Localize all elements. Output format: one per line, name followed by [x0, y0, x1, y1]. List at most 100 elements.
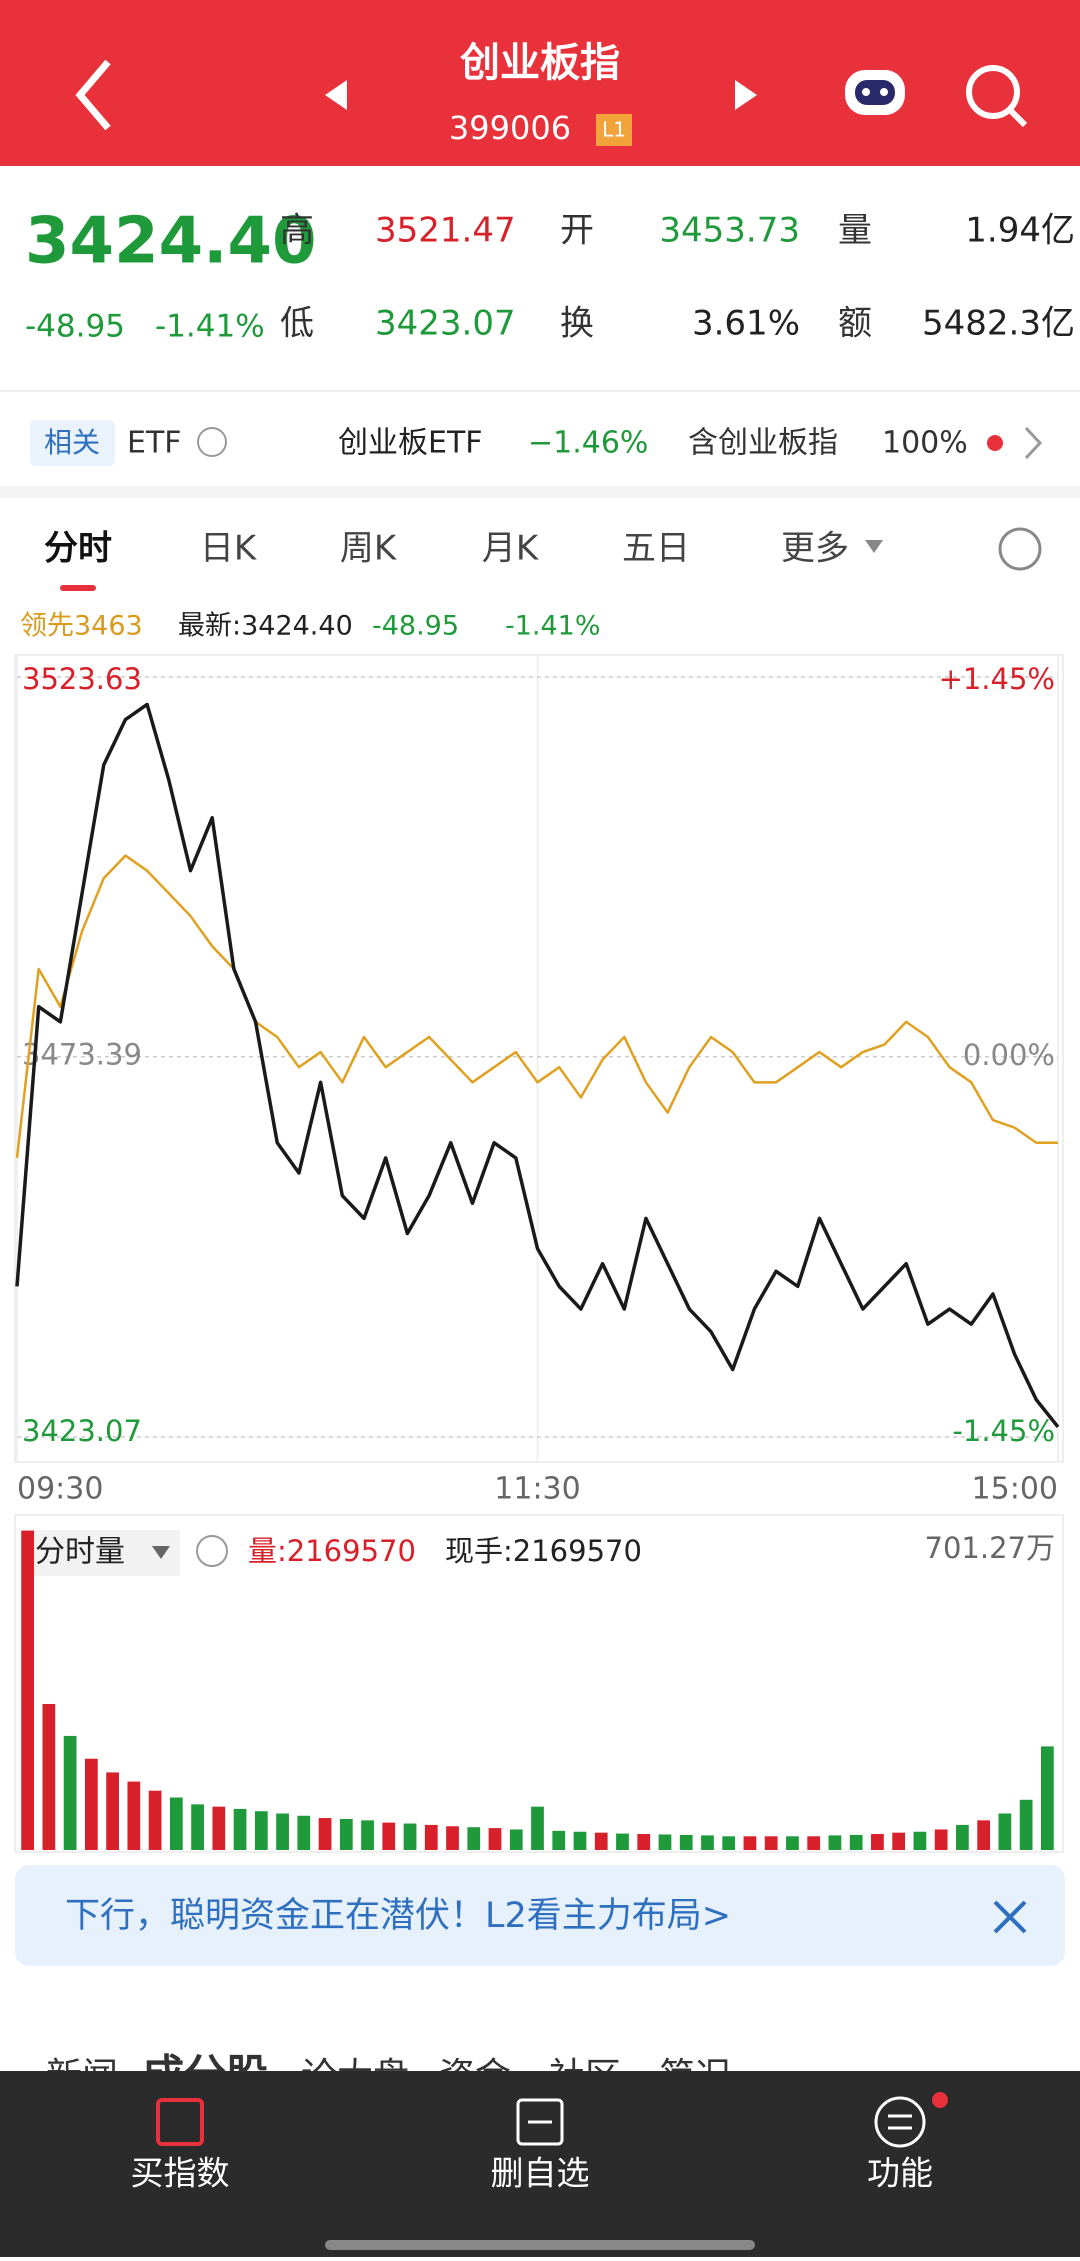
etf-tag: 相关 — [44, 426, 100, 459]
home-indicator — [325, 2240, 755, 2250]
info-latest: 最新:3424.40 — [178, 611, 353, 642]
etf-label: ETF — [127, 426, 182, 461]
volume-bar — [1019, 1799, 1033, 1850]
banner[interactable]: 下行，聪明资金正在潜伏！L2看主力布局> — [65, 1896, 731, 1936]
info-change: -48.95 — [372, 611, 459, 642]
tab[interactable]: 日K — [200, 529, 258, 569]
volume-bar — [828, 1835, 842, 1850]
volume-bar — [403, 1823, 417, 1850]
volume-bar — [212, 1806, 226, 1850]
title: 创业板指 — [460, 40, 620, 86]
volume-bar — [956, 1824, 969, 1850]
next-button[interactable] — [735, 80, 757, 110]
field-label: 开 — [560, 211, 594, 251]
prev-button[interactable] — [325, 80, 347, 110]
price-chart: 09:30 11:30 15:00 3523.63 3473.39 3423.07 +1.4… — [15, 655, 1060, 1507]
robot-icon[interactable] — [845, 70, 905, 115]
volume-bar — [764, 1836, 778, 1850]
price: 3424.40 — [25, 205, 317, 279]
volume-bar — [233, 1808, 247, 1850]
tab[interactable]: 更多 — [781, 529, 849, 569]
volume-stat: 量:2169570 — [248, 1534, 416, 1568]
etf-name: 创业板ETF — [338, 426, 483, 461]
volume-bar — [467, 1827, 481, 1850]
volume-bar — [169, 1797, 183, 1850]
field-value: 3.61% — [692, 304, 800, 344]
field-label: 换 — [560, 304, 594, 344]
nav-icon — [156, 2092, 948, 2148]
volume-bar — [509, 1829, 523, 1850]
code: 399006 — [449, 109, 571, 147]
y2-tick-label: -1.45% — [952, 1414, 1055, 1448]
volume-bar — [1041, 1746, 1054, 1850]
badge-bg — [596, 114, 632, 146]
volume-bar — [616, 1833, 629, 1850]
volume-bar — [318, 1818, 332, 1850]
volume-bar — [276, 1813, 289, 1850]
separator — [0, 390, 1080, 392]
volume-bar — [446, 1826, 459, 1850]
settings-icon[interactable] — [998, 527, 1042, 571]
volume-bar — [297, 1815, 311, 1850]
field-value: 1.94亿 — [965, 211, 1075, 251]
volume-bar — [913, 1831, 927, 1850]
badge: L1 — [602, 118, 626, 142]
nav-item[interactable]: 买指数 — [131, 2154, 230, 2193]
y-tick-label: 3473.39 — [22, 1038, 142, 1072]
volume-bar — [807, 1836, 821, 1850]
series-line — [15, 702, 1060, 1429]
field-value: 3521.47 — [375, 211, 516, 251]
volume-bar — [531, 1806, 544, 1850]
volume-bar — [934, 1829, 948, 1850]
volume-bar — [892, 1832, 906, 1850]
tab[interactable]: 五日 — [622, 529, 690, 569]
banner-bg[interactable] — [15, 1865, 1065, 1966]
tabs: 分时 日K 周K 月K 五日 更多 — [44, 529, 849, 569]
tag-bg — [30, 420, 115, 466]
volume-bar — [488, 1828, 502, 1850]
change: -48.95 — [25, 309, 125, 345]
tab[interactable]: 月K — [482, 529, 540, 569]
tab[interactable]: 分时 — [44, 529, 112, 569]
back-button[interactable] — [75, 59, 111, 131]
more-arrow — [865, 540, 883, 553]
y2-tick-label: +1.45% — [939, 662, 1055, 696]
volume-chart: 701.27万 — [21, 1530, 1055, 1850]
volume-stat: 现手:2169570 — [445, 1534, 642, 1568]
tab[interactable]: 周K — [340, 529, 398, 569]
help-icon[interactable] — [197, 427, 227, 457]
etf-contains: 含创业板指 — [688, 426, 838, 461]
x-tick-label: 15:00 — [972, 1472, 1058, 1507]
volume-bar — [361, 1820, 374, 1850]
volume-bar — [382, 1822, 396, 1850]
volume-bar — [106, 1772, 119, 1850]
nav: 买指数 删自选 功能 — [131, 2154, 934, 2193]
y-tick-label: 3523.63 — [22, 662, 142, 696]
nav-item[interactable]: 功能 — [867, 2154, 933, 2193]
x-tick-label: 11:30 — [494, 1472, 580, 1507]
change-pct: -1.41% — [155, 309, 265, 345]
search-icon[interactable] — [966, 65, 1028, 128]
help-icon[interactable] — [196, 1535, 228, 1567]
nav-item[interactable]: 删自选 — [491, 2154, 590, 2193]
volume-bar — [254, 1811, 268, 1850]
volume-bar — [701, 1835, 714, 1850]
tab-underline — [60, 585, 96, 591]
chart-frame — [14, 654, 1064, 1463]
y2-tick-label: 0.00% — [963, 1038, 1055, 1072]
separator — [0, 486, 1080, 498]
volume-bar — [871, 1834, 884, 1850]
volume-bar — [998, 1813, 1012, 1850]
field-label: 量 — [838, 211, 872, 251]
volume-bar — [21, 1530, 34, 1850]
volume-bar — [84, 1758, 98, 1850]
close-icon[interactable] — [993, 1900, 1027, 1934]
volume-bar — [191, 1804, 204, 1850]
field-label: 高 — [280, 211, 314, 251]
x-tick-label: 09:30 — [17, 1472, 103, 1507]
chevron[interactable] — [1024, 426, 1043, 460]
info-pct: -1.41% — [505, 611, 601, 642]
